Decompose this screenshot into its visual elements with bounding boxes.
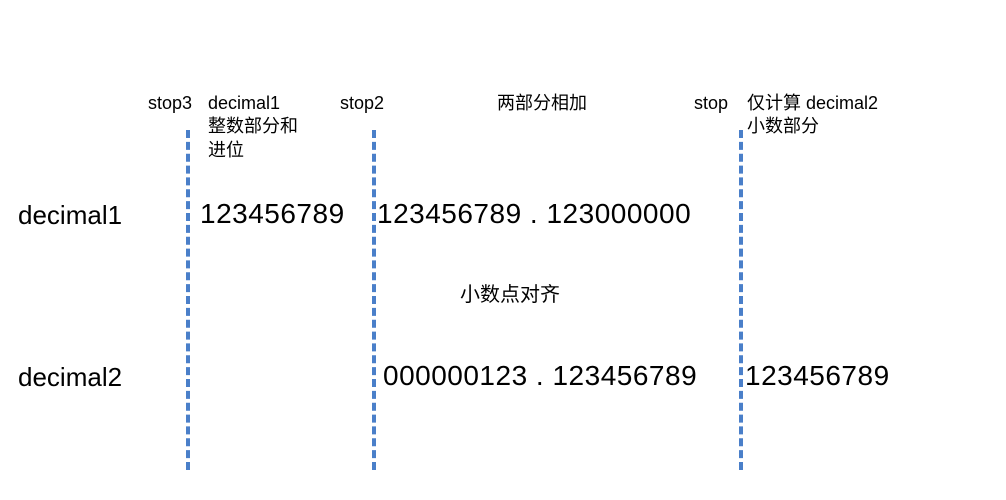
decimal1-seg2: 123456789 . 123000000: [377, 198, 691, 230]
decimal1-row-label: decimal1: [18, 200, 122, 231]
dashed-line-stop3: [186, 130, 190, 470]
two-parts-label: 两部分相加: [497, 92, 587, 115]
align-label: 小数点对齐: [460, 278, 560, 307]
decimal2-seg2: 000000123 . 123456789: [383, 360, 697, 392]
decimal1-note: decimal1 整数部分和 进位: [208, 92, 298, 162]
stop3-label: stop3: [148, 92, 192, 115]
dashed-line-stop: [739, 130, 743, 470]
decimal2-seg3: 123456789: [745, 360, 890, 392]
decimal1-seg1: 123456789: [200, 198, 345, 230]
decimal2-note: 仅计算 decimal2 小数部分: [747, 92, 878, 139]
stop2-label: stop2: [340, 92, 384, 115]
decimal2-row-label: decimal2: [18, 362, 122, 393]
stop-label: stop: [694, 92, 728, 115]
dashed-line-stop2: [372, 130, 376, 470]
